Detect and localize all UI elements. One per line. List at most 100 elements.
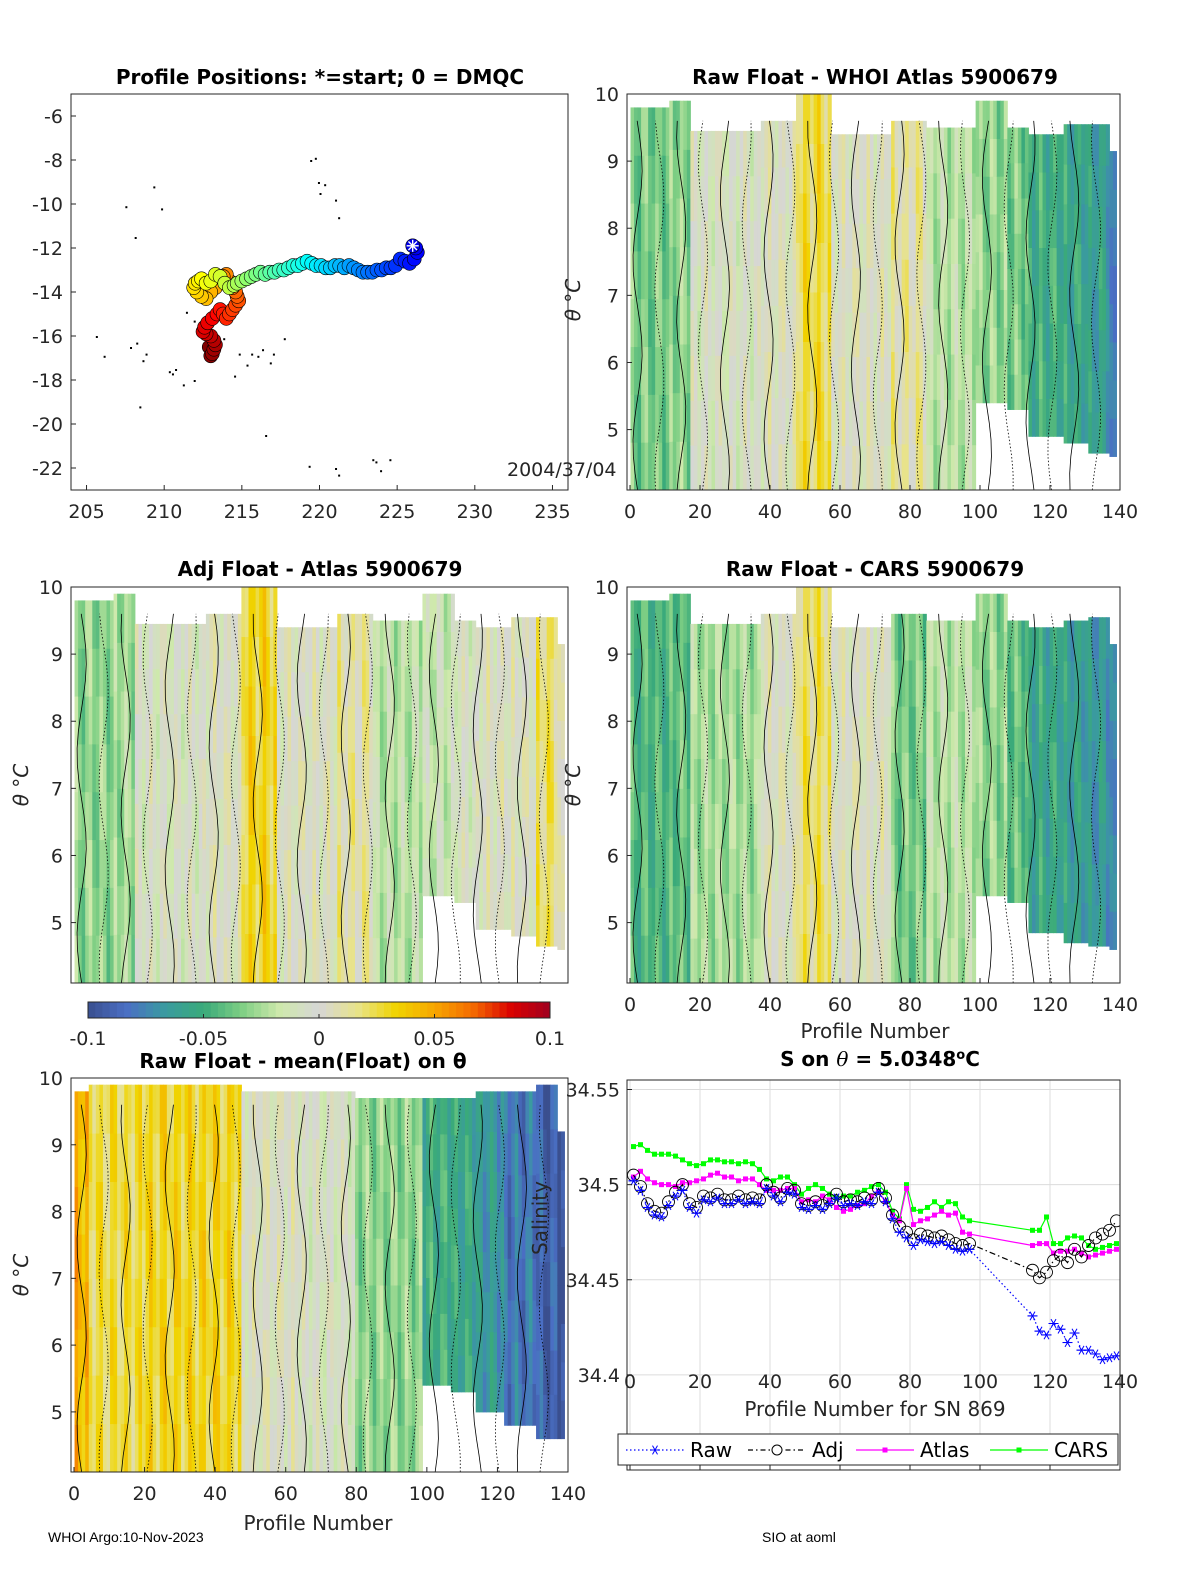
section-cell xyxy=(1039,134,1044,173)
section-cell xyxy=(315,627,320,673)
coast-dot xyxy=(238,353,241,356)
section-cell xyxy=(337,659,342,707)
section-cell xyxy=(255,933,260,983)
coast-dot xyxy=(310,160,313,162)
section-cell xyxy=(662,887,667,936)
section-cell xyxy=(85,648,90,697)
section-cell xyxy=(394,711,399,757)
section-cell xyxy=(933,801,938,848)
section-cell xyxy=(81,839,86,888)
section-cell xyxy=(418,1191,423,1239)
section-cell xyxy=(972,801,977,848)
section-cell xyxy=(248,1186,253,1235)
section-cell xyxy=(658,696,663,745)
section-cell xyxy=(936,444,941,490)
section-cell xyxy=(996,782,1001,821)
section-cell xyxy=(184,623,189,670)
section-cell xyxy=(989,820,994,859)
section-cell xyxy=(440,744,445,783)
colorbar-cell xyxy=(405,1002,414,1018)
contour-line xyxy=(676,120,687,490)
section-cell xyxy=(358,1238,363,1286)
section-cell xyxy=(333,1281,338,1330)
section-cell xyxy=(1098,658,1103,700)
section-cell xyxy=(386,620,391,667)
section-cell xyxy=(975,744,980,783)
cars-point xyxy=(1030,1227,1035,1233)
section-cell xyxy=(188,893,193,939)
section-cell xyxy=(658,648,663,697)
section-cell xyxy=(408,665,413,712)
section-cell xyxy=(954,620,959,667)
section-cell xyxy=(422,669,427,708)
section-cell xyxy=(149,1181,154,1231)
y-tick-label: 8 xyxy=(51,711,63,733)
section-cell xyxy=(996,100,1001,139)
section-cell xyxy=(394,1378,399,1426)
colorbar-cell xyxy=(441,1002,450,1018)
section-cell xyxy=(450,1244,455,1283)
section-cell xyxy=(919,120,924,168)
section-cell xyxy=(676,149,681,199)
x-tick-label: 120 xyxy=(1032,501,1068,523)
section-cell xyxy=(785,798,790,846)
section-cell xyxy=(539,1350,544,1395)
section-cell xyxy=(408,711,413,757)
section-cell xyxy=(760,659,765,707)
section-cell xyxy=(507,778,512,817)
section-cell xyxy=(1053,894,1058,934)
section-cell xyxy=(113,837,118,887)
section-cell xyxy=(117,934,122,983)
section-cell xyxy=(397,620,402,667)
colorbar-cell xyxy=(95,1002,103,1018)
section-cell xyxy=(173,1181,178,1231)
section-cell xyxy=(457,831,462,868)
section-cell xyxy=(841,356,846,402)
coast-dot xyxy=(372,459,375,462)
section-cell xyxy=(936,218,941,264)
section-cell xyxy=(1095,658,1100,700)
section-cell xyxy=(344,1281,349,1330)
section-cell xyxy=(287,716,292,762)
section-cell xyxy=(230,752,235,799)
section-cell xyxy=(106,1084,111,1134)
atlas-point xyxy=(701,1176,706,1182)
section-cell xyxy=(404,937,409,983)
section-cell xyxy=(1056,627,1061,666)
section-cell xyxy=(220,706,225,753)
section-cell xyxy=(95,743,100,793)
section-cell xyxy=(514,1300,519,1343)
section-cell xyxy=(965,308,970,355)
section-cell xyxy=(326,760,331,806)
section-cell xyxy=(1056,894,1061,934)
cars-point xyxy=(631,1144,636,1150)
section-cell xyxy=(958,263,963,310)
section-cell xyxy=(110,648,115,697)
section-cell xyxy=(690,668,695,715)
section-cell xyxy=(312,849,317,895)
section-cell xyxy=(276,716,281,762)
section-cell xyxy=(223,844,228,892)
section-cell xyxy=(131,788,136,838)
section-cell xyxy=(358,1191,363,1239)
section-cell xyxy=(234,1181,239,1231)
section-cell xyxy=(550,658,555,700)
section-cell xyxy=(901,706,906,753)
section-cell xyxy=(1070,363,1075,404)
section-cell xyxy=(634,887,639,936)
section-cell xyxy=(351,798,356,846)
section-cell xyxy=(333,805,338,851)
section-cell xyxy=(216,1375,221,1425)
section-cell xyxy=(796,242,801,293)
section-cell xyxy=(195,1133,200,1183)
section-cell xyxy=(145,1229,150,1279)
section-cell xyxy=(276,671,281,717)
contour-line xyxy=(632,613,643,983)
section-cell xyxy=(284,894,289,940)
section-cell xyxy=(330,1281,335,1330)
section-cell xyxy=(736,445,741,490)
section-cell xyxy=(276,1091,281,1140)
section-cell xyxy=(1077,741,1082,783)
section-cell xyxy=(655,600,660,649)
section-cell xyxy=(827,636,832,687)
